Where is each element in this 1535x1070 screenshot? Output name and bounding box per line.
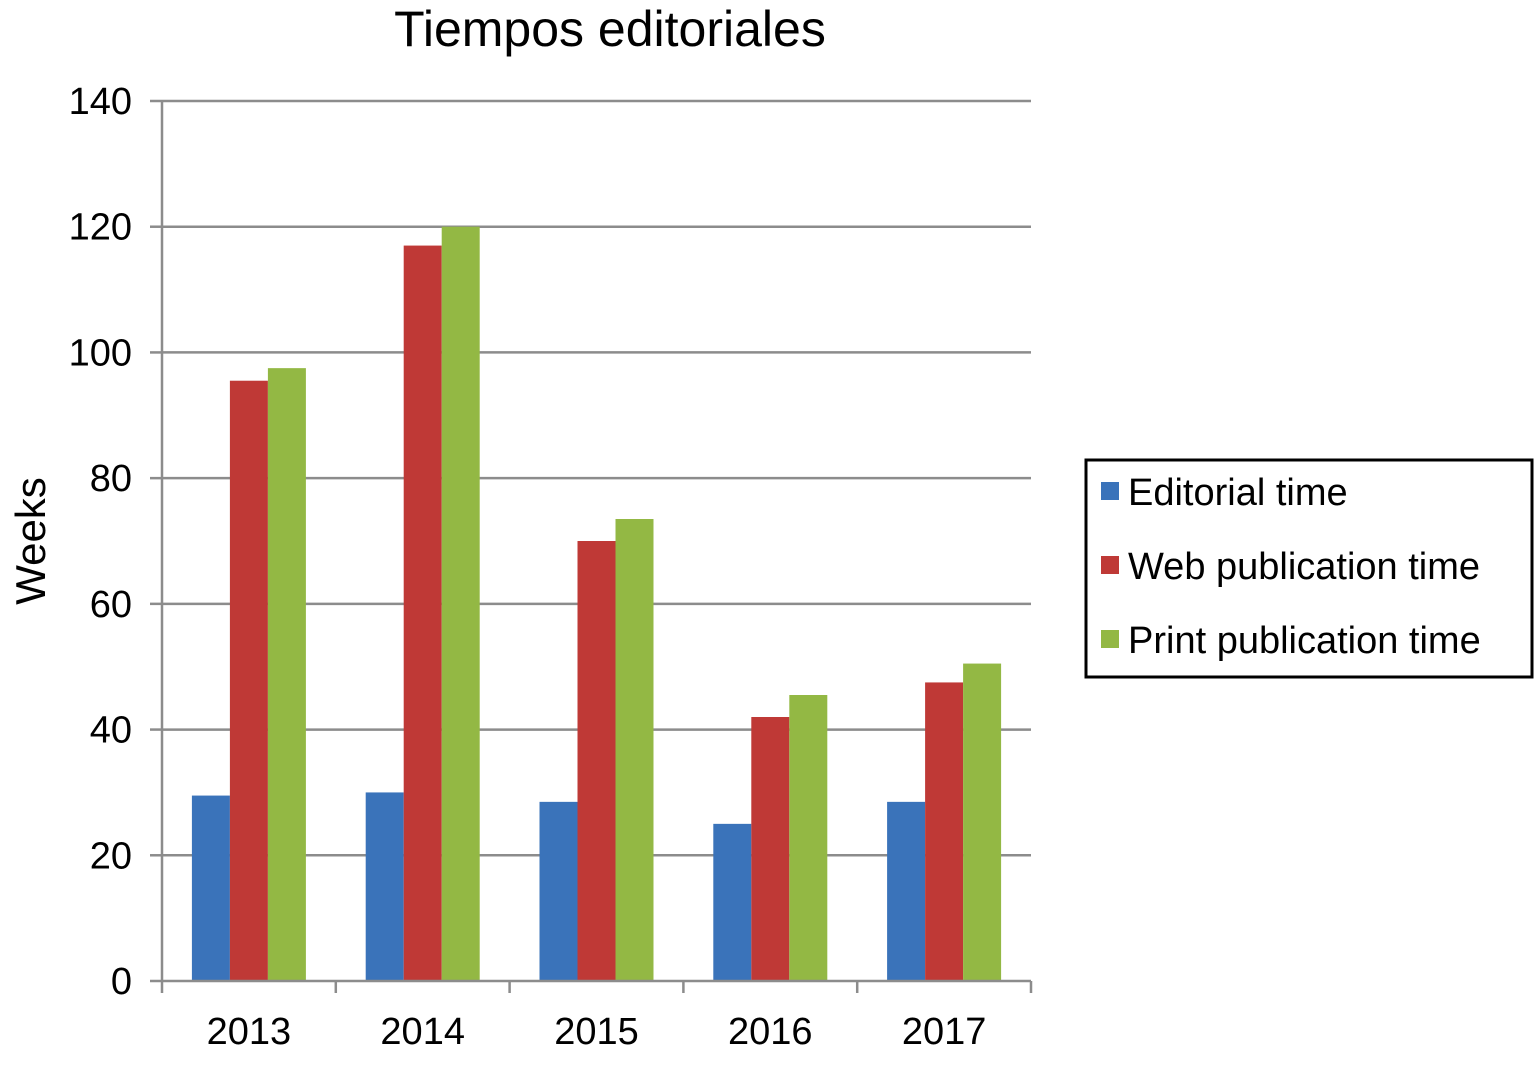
y-axis-label: Weeks — [7, 477, 54, 605]
legend-swatch — [1101, 482, 1119, 500]
bar-editorial-time-2014 — [365, 792, 404, 981]
bar-web-publication-time-2013 — [229, 380, 268, 981]
bar-print-publication-time-2017 — [963, 663, 1002, 981]
bar-editorial-time-2015 — [539, 801, 578, 981]
y-tick-label: 140 — [69, 81, 132, 123]
y-tick-label: 40 — [90, 710, 132, 752]
bar-print-publication-time-2013 — [267, 368, 306, 982]
x-tick-label: 2014 — [380, 1011, 465, 1053]
axes — [150, 99, 1033, 993]
x-tick-labels: 2013 2014 2015 2016 2017 — [207, 1011, 987, 1053]
y-tick-label: 80 — [90, 458, 132, 500]
legend: Editorial time Web publication time Print … — [1084, 458, 1534, 679]
y-tick-label: 0 — [111, 961, 132, 1003]
x-tick-label: 2015 — [554, 1011, 639, 1053]
x-tick-label: 2016 — [728, 1011, 813, 1053]
y-tick-label: 60 — [90, 584, 132, 626]
legend-swatch — [1101, 556, 1119, 574]
bar-web-publication-time-2017 — [925, 682, 964, 981]
bar-print-publication-time-2014 — [441, 226, 480, 981]
x-tick-label: 2013 — [207, 1011, 292, 1053]
y-tick-labels: 0 20 40 60 80 100 120 140 — [69, 81, 132, 1003]
bar-print-publication-time-2015 — [615, 519, 654, 981]
y-tick-label: 120 — [69, 207, 132, 249]
bar-editorial-time-2017 — [887, 801, 926, 981]
legend-label: Editorial time — [1128, 472, 1348, 514]
y-tick-label: 20 — [90, 835, 132, 877]
legend-label: Print publication time — [1128, 620, 1481, 662]
bar-web-publication-time-2014 — [403, 245, 442, 982]
y-tick-label: 100 — [69, 332, 132, 374]
x-tick-label: 2017 — [902, 1011, 987, 1053]
legend-label: Web publication time — [1128, 546, 1480, 588]
bars — [191, 226, 1002, 982]
bar-web-publication-time-2015 — [577, 541, 616, 981]
bar-editorial-time-2013 — [191, 795, 230, 981]
legend-swatch — [1101, 630, 1119, 648]
chart-title: Tiempos editoriales — [394, 1, 826, 57]
bar-editorial-time-2016 — [713, 823, 752, 981]
legend-box — [1084, 458, 1534, 679]
bar-web-publication-time-2016 — [751, 717, 790, 981]
bar-print-publication-time-2016 — [789, 695, 828, 981]
